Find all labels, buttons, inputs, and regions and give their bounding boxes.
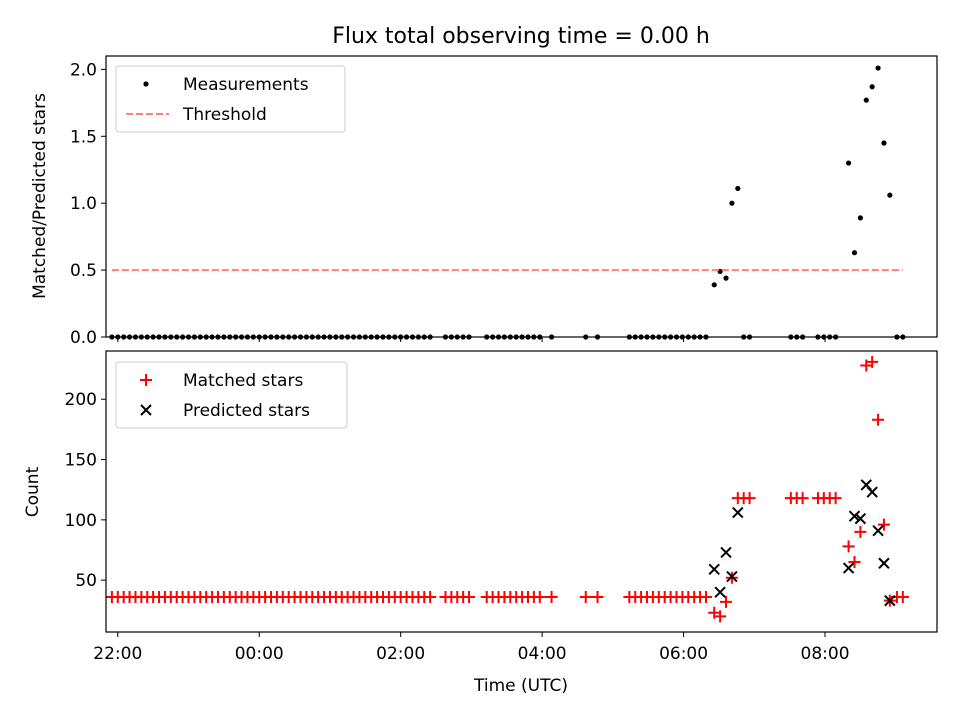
bottom-legend-box bbox=[115, 361, 348, 429]
bottom-y-tick-label: 200 bbox=[65, 390, 97, 410]
predicted-stars-point bbox=[708, 563, 720, 575]
bottom-y-tick-label: 100 bbox=[65, 511, 97, 531]
matched-stars-point bbox=[699, 591, 712, 604]
matched-stars-point bbox=[829, 492, 842, 505]
matched-stars-point bbox=[854, 525, 867, 538]
matched-stars-point bbox=[579, 591, 592, 604]
matched-stars-point bbox=[896, 591, 909, 604]
bottom-axes-frame bbox=[105, 350, 938, 633]
chart-title: Flux total observing time = 0.00 h bbox=[332, 24, 710, 49]
top-legend: Measurements Threshold bbox=[115, 65, 346, 133]
legend-measurements-marker bbox=[143, 81, 149, 87]
predicted-stars-point bbox=[854, 512, 867, 525]
measurements-point bbox=[845, 160, 852, 166]
x-axis-label: Time (UTC) bbox=[473, 676, 568, 696]
predicted-stars-point bbox=[866, 486, 878, 498]
predicted-stars-point bbox=[842, 562, 855, 574]
x-tick-label: 08:00 bbox=[801, 644, 850, 664]
predicted-stars-point bbox=[720, 546, 732, 559]
matched-stars-point bbox=[743, 492, 756, 505]
matched-stars-point bbox=[877, 518, 890, 531]
measurements-point bbox=[729, 200, 735, 206]
top-y-axis-label: Matched/Predicted stars bbox=[30, 93, 50, 299]
measurements-point bbox=[711, 282, 717, 288]
matched-stars-point bbox=[720, 595, 733, 608]
matched-stars-point bbox=[848, 556, 861, 569]
matched-stars-point bbox=[533, 591, 546, 604]
top-y-tick-label: 1.0 bbox=[70, 194, 97, 214]
matched-stars-point bbox=[424, 591, 437, 604]
legend-matched-label: Matched stars bbox=[183, 371, 303, 391]
bottom-legend: Matched stars Predicted stars bbox=[115, 361, 348, 429]
bottom-panel: 50 100 150 200 22:00 00:00 02:00 04:00 06:00 08:0… bbox=[65, 350, 938, 664]
x-tick-label: 00:00 bbox=[235, 644, 284, 664]
top-legend-box bbox=[115, 65, 346, 133]
top-y-tick-label: 2.0 bbox=[70, 60, 97, 80]
bottom-y-tick-label: 150 bbox=[65, 451, 97, 471]
predicted-stars-point bbox=[732, 506, 744, 519]
legend-matched-marker bbox=[140, 374, 152, 386]
measurements-point bbox=[881, 140, 887, 146]
top-y-tick-label: 1.5 bbox=[70, 127, 97, 147]
matched-stars-point bbox=[714, 610, 727, 623]
legend-measurements-label: Measurements bbox=[183, 75, 309, 95]
measurements-point bbox=[869, 84, 875, 90]
matched-stars-point bbox=[463, 591, 476, 604]
legend-predicted-marker bbox=[140, 404, 152, 416]
top-panel: 0.0 0.5 1.0 1.5 2.0 bbox=[70, 55, 938, 348]
measurements-point bbox=[887, 192, 893, 198]
legend-threshold-label: Threshold bbox=[182, 105, 267, 125]
predicted-stars-point bbox=[848, 510, 861, 522]
predicted-stars-point bbox=[726, 570, 738, 583]
x-tick-label: 02:00 bbox=[376, 644, 425, 664]
measurements-point bbox=[857, 215, 863, 221]
matched-stars-point bbox=[545, 591, 558, 604]
matched-stars-point bbox=[796, 492, 809, 505]
bottom-y-axis-label: Count bbox=[23, 466, 43, 517]
predicted-stars-point bbox=[714, 586, 726, 598]
top-y-tick-label: 0.0 bbox=[70, 328, 97, 348]
top-axes-frame bbox=[105, 55, 938, 338]
legend-predicted-label: Predicted stars bbox=[183, 401, 310, 421]
bottom-y-tick-label: 50 bbox=[75, 571, 97, 591]
x-tick-label: 06:00 bbox=[659, 644, 708, 664]
matched-stars-point bbox=[866, 355, 879, 368]
measurements-point bbox=[875, 65, 881, 71]
predicted-stars-point bbox=[884, 594, 896, 607]
matched-stars-point bbox=[872, 413, 885, 426]
top-y-tick-label: 0.5 bbox=[70, 261, 97, 281]
measurements-point bbox=[723, 275, 729, 281]
predicted-stars-point bbox=[878, 557, 890, 569]
measurements-point bbox=[863, 97, 869, 103]
matched-stars-point bbox=[842, 540, 855, 553]
matched-stars-point bbox=[591, 591, 604, 604]
measurements-point bbox=[735, 185, 741, 192]
measurements-point bbox=[851, 250, 858, 256]
predicted-stars-point bbox=[872, 524, 884, 537]
x-tick-label: 22:00 bbox=[93, 644, 142, 664]
x-tick-label: 04:00 bbox=[518, 644, 567, 664]
